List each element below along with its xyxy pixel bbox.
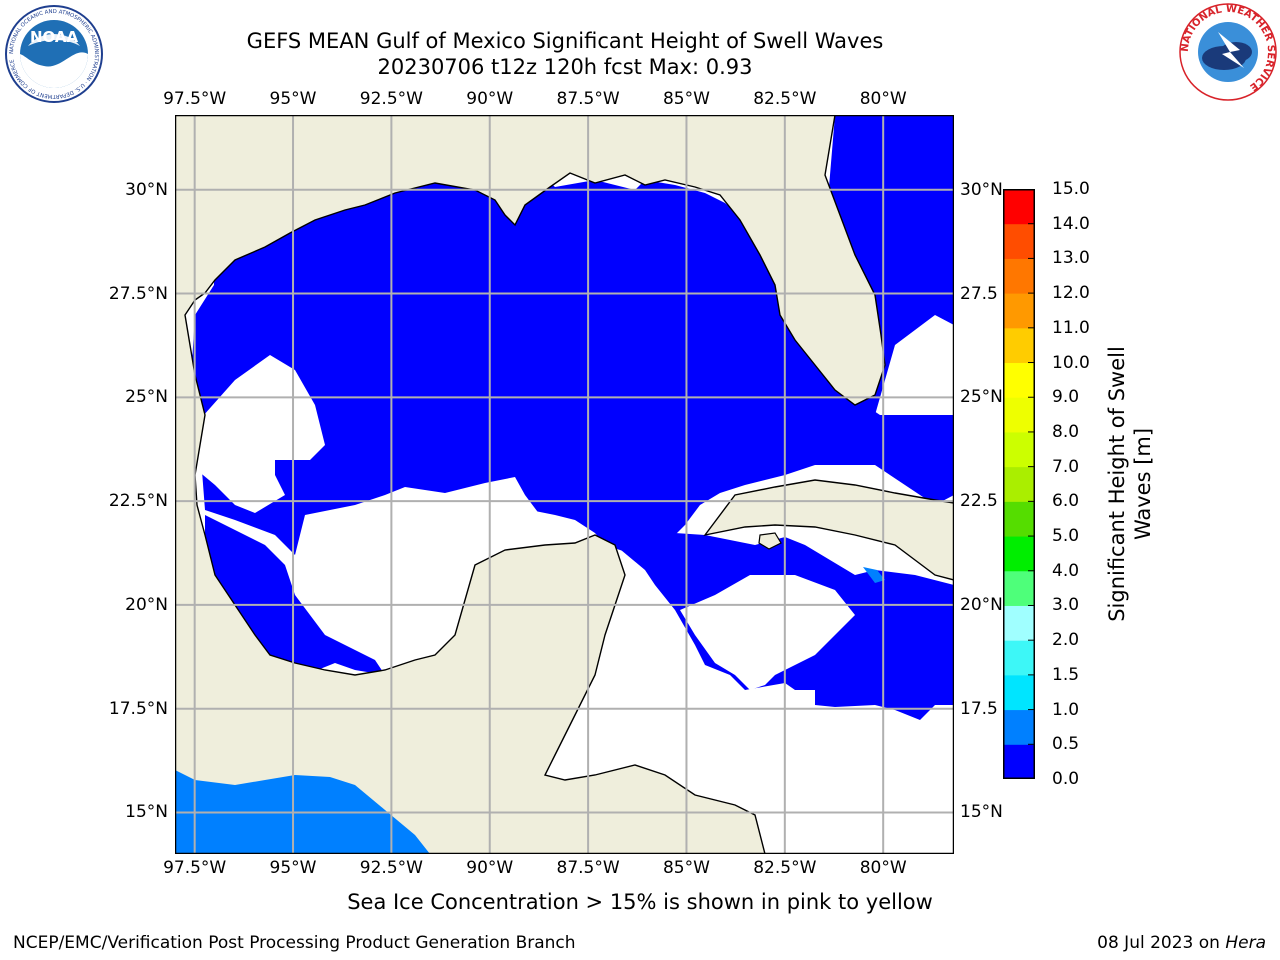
footer-right: 08 Jul 2023 on Hera (1097, 933, 1266, 953)
lon-tick-label-top: 85°W (662, 89, 710, 109)
nodata-patch-caribbean (680, 575, 855, 690)
lat-tick-label-right: 27.5 (960, 283, 998, 304)
map-frame (175, 115, 954, 854)
colorbar-segment (1003, 536, 1035, 572)
colorbar-label: Significant Height of Swell Waves [m] (1104, 346, 1156, 622)
lat-tick-label-left: 30°N (125, 179, 168, 200)
map-gridlines (175, 115, 954, 854)
lon-tick-label-top: 92.5°W (359, 89, 423, 109)
lat-tick-label-right: 15°N (960, 802, 1003, 823)
lat-tick-label-left: 25°N (125, 387, 168, 408)
chart-title: GEFS MEAN Gulf of Mexico Significant Hei… (246, 29, 884, 53)
lat-tick-label-right: 30°N (960, 179, 1003, 200)
noaa-logo-text: NOAA (30, 28, 79, 46)
colorbar-tick-label: 7.0 (1052, 456, 1080, 477)
colorbar-tick-label: 3.0 (1052, 595, 1080, 616)
lat-tick-label-right: 17.5 (960, 698, 998, 719)
lat-tick-label-left: 20°N (125, 594, 168, 615)
footer-host: Hera (1225, 933, 1266, 953)
nodata-patch-central (295, 477, 585, 663)
lon-tick-label-top: 87.5°W (556, 89, 620, 109)
lon-tick-label-top: 80°W (859, 89, 907, 109)
colorbar-segment (1003, 674, 1035, 711)
lon-tick-label-bot: 87.5°W (556, 858, 620, 878)
colorbar-segment (1003, 605, 1035, 641)
colorbar-tick-label: 4.0 (1052, 560, 1080, 581)
colorbar-segment (1003, 258, 1035, 294)
chart-subtitle: 20230706 t12z 120h fcst Max: 0.93 (377, 55, 753, 79)
colorbar-tick-label: 5.0 (1052, 526, 1080, 547)
lat-tick-label-right: 20°N (960, 594, 1003, 615)
lon-tick-label-top: 95°W (269, 89, 317, 109)
colorbar-segment (1003, 466, 1035, 502)
lat-tick-label-right: 22.5 (960, 491, 998, 512)
colorbar-label-line2: Waves [m] (1131, 427, 1155, 541)
colorbar-tick-label: 11.0 (1052, 317, 1090, 338)
colorbar-tick-label: 2.0 (1052, 630, 1080, 651)
colorbar-frame (1003, 189, 1035, 779)
colorbar-segment (1003, 397, 1035, 433)
colorbar-tick-label: 10.0 (1052, 352, 1090, 373)
colorbar-tick-label: 6.0 (1052, 491, 1080, 512)
colorbar-tick-label: 0.0 (1052, 769, 1080, 789)
colorbar-tick-label: 0.5 (1052, 734, 1080, 755)
colorbar-label-line1: Significant Height of Swell (1105, 346, 1129, 622)
lat-tick-label-left: 27.5°N (108, 283, 168, 304)
swell-field-west-caribbean (815, 685, 875, 707)
colorbar-segment (1003, 189, 1035, 225)
colorbar-segment (1003, 640, 1035, 676)
lon-tick-label-bot: 85°W (662, 858, 710, 878)
lon-tick-label-top: 97.5°W (163, 89, 227, 109)
footer-date: 08 Jul 2023 on (1097, 933, 1226, 953)
nws-logo: NATIONAL WEATHER SERVICE (1179, 3, 1277, 101)
colorbar-segment (1003, 293, 1035, 329)
footer-left: NCEP/EMC/Verification Post Processing Pr… (13, 933, 576, 953)
lon-tick-label-bot: 90°W (466, 858, 514, 878)
colorbar-segment (1003, 709, 1035, 745)
lat-tick-label-left: 17.5°N (108, 698, 168, 719)
colorbar-tick-label: 15.0 (1052, 179, 1090, 199)
lon-tick-label-bot: 80°W (859, 858, 907, 878)
sea-ice-note: Sea Ice Concentration > 15% is shown in … (347, 890, 933, 914)
colorbar-segment (1003, 431, 1035, 468)
map-plot-area (175, 115, 954, 854)
colorbar-tick-label: 14.0 (1052, 213, 1090, 234)
colorbar-segment (1003, 501, 1035, 537)
colorbar-tick-label: 13.0 (1052, 248, 1090, 269)
lon-tick-label-bot: 97.5°W (163, 858, 227, 878)
noaa-logo: NOAA NATIONAL OCEANIC AND ATMOSPHERIC AD… (5, 5, 103, 103)
lon-tick-label-top: 90°W (466, 89, 514, 109)
land-cuba (703, 479, 954, 581)
lon-tick-label-bot: 92.5°W (359, 858, 423, 878)
colorbar-segment (1003, 744, 1035, 779)
colorbar-tick-label: 1.5 (1052, 664, 1080, 685)
lat-tick-label-right: 25°N (960, 387, 1003, 408)
lon-tick-label-bot: 95°W (269, 858, 317, 878)
colorbar-tick-label: 1.0 (1052, 699, 1080, 720)
colorbar (1003, 189, 1035, 779)
colorbar-tick-label: 9.0 (1052, 387, 1080, 408)
lon-tick-label-top: 82.5°W (753, 89, 817, 109)
lon-tick-label-bot: 82.5°W (753, 858, 817, 878)
colorbar-tick-label: 8.0 (1052, 421, 1080, 442)
lat-tick-label-left: 15°N (125, 802, 168, 823)
colorbar-tick-label: 12.0 (1052, 283, 1090, 304)
swell-spot-caribbean (863, 567, 885, 583)
lat-tick-label-left: 22.5°N (108, 491, 168, 512)
colorbar-segment (1003, 223, 1035, 259)
land-isle-of-youth (758, 532, 782, 550)
colorbar-segment (1003, 327, 1035, 364)
colorbar-segment (1003, 570, 1035, 606)
colorbar-segment (1003, 362, 1035, 398)
